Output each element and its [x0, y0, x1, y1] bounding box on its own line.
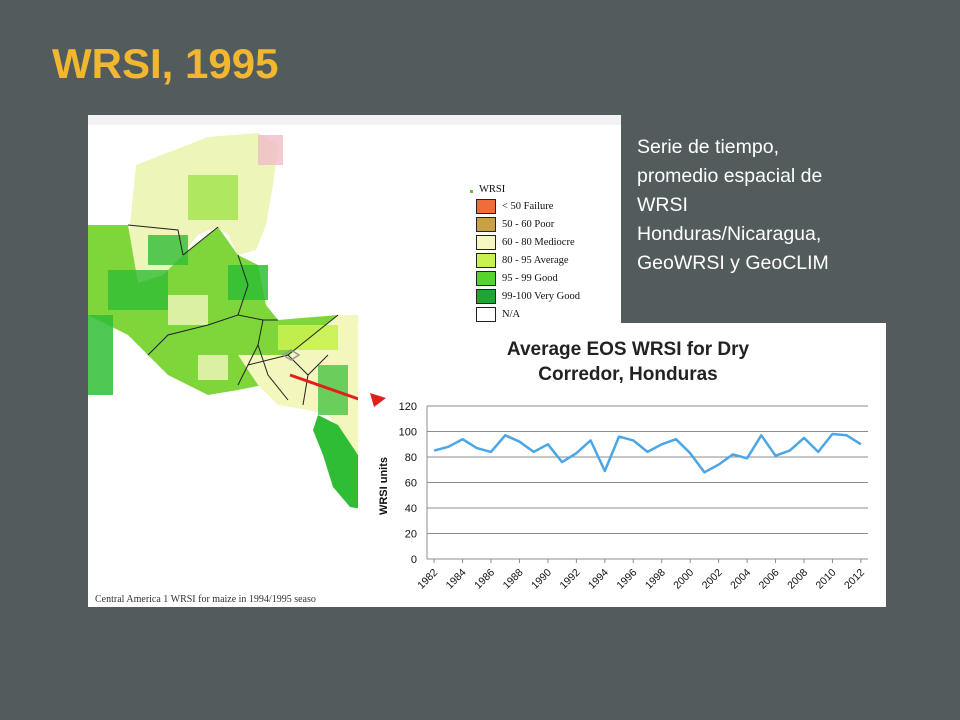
x-tick-label: 2006	[757, 567, 782, 592]
series-line	[433, 432, 862, 474]
legend-item: 50 - 60 Poor	[469, 215, 580, 233]
x-tick-label: 2012	[842, 567, 867, 592]
chart-title-line: Average EOS WRSI for Dry	[506, 339, 750, 360]
x-tick-label: 2000	[671, 567, 696, 592]
arrow-line	[289, 373, 371, 405]
x-tick-label: 1988	[501, 567, 526, 592]
description-line: WRSI	[637, 194, 688, 216]
legend-title-row: WRSI	[469, 183, 580, 197]
legend-item: 99-100 Very Good	[469, 287, 580, 305]
chart-title-line: Corredor, Honduras	[538, 364, 718, 385]
x-tick-label: 1992	[557, 567, 582, 592]
x-tick-label: 1998	[643, 567, 668, 592]
x-tick-label: 1984	[444, 567, 469, 592]
chart-title: Average EOS WRSI for Dry Corredor, Hondu…	[378, 337, 878, 387]
slide-description: Serie de tiempo, promedio espacial de WR…	[637, 133, 947, 278]
legend-item: N/A	[469, 305, 580, 323]
legend-swatch	[476, 270, 496, 286]
y-tick-label: 20	[405, 529, 417, 541]
legend-bullet-icon	[470, 190, 473, 193]
legend-label: 50 - 60 Poor	[502, 218, 555, 230]
legend-item: 60 - 80 Mediocre	[469, 233, 580, 251]
x-tick-label: 2002	[700, 567, 725, 592]
slide-title: WRSI, 1995	[52, 40, 279, 87]
legend-label: 80 - 95 Average	[502, 254, 569, 266]
x-tick-label: 2010	[814, 567, 839, 592]
x-tick-label: 1990	[529, 567, 554, 592]
description-line: Serie de tiempo,	[637, 136, 779, 158]
legend-swatch	[476, 252, 496, 268]
x-tick-label: 1996	[614, 567, 639, 592]
description-line: GeoWRSI y GeoCLIM	[637, 252, 829, 274]
description-line: Honduras/Nicaragua,	[637, 223, 822, 245]
x-tick-label: 1994	[586, 567, 611, 592]
legend-label: < 50 Failure	[502, 200, 554, 212]
legend-item: < 50 Failure	[469, 197, 580, 215]
legend-title: WRSI	[479, 184, 506, 195]
y-tick-label: 120	[399, 401, 417, 413]
legend-swatch	[476, 288, 496, 304]
y-tick-label: 60	[405, 478, 417, 490]
legend-label: 95 - 99 Good	[502, 272, 558, 284]
x-tick-label: 1982	[415, 567, 440, 592]
map-caption: Central America 1 WRSI for maize in 1994…	[95, 594, 316, 605]
legend-swatch	[476, 216, 496, 232]
x-tick-label: 2008	[785, 567, 810, 592]
legend-swatch	[476, 198, 496, 214]
description-line: promedio espacial de	[637, 165, 823, 187]
legend-label: 99-100 Very Good	[502, 290, 580, 302]
legend-label: 60 - 80 Mediocre	[502, 236, 575, 248]
legend-item: 95 - 99 Good	[469, 269, 580, 287]
y-tick-label: 40	[405, 503, 417, 515]
x-tick-label: 1986	[472, 567, 497, 592]
legend-label: N/A	[502, 308, 521, 320]
y-tick-label: 0	[411, 554, 417, 566]
legend-swatch	[476, 306, 496, 322]
legend-swatch	[476, 234, 496, 250]
y-tick-label: 80	[405, 452, 417, 464]
legend-item: 80 - 95 Average	[469, 251, 580, 269]
x-tick-label: 2004	[728, 567, 753, 592]
y-tick-label: 100	[399, 427, 417, 439]
map-legend: WRSI < 50 Failure 50 - 60 Poor 60 - 80 M…	[469, 183, 580, 323]
arrow-tip-icon	[370, 393, 386, 407]
wrsi-chart: Average EOS WRSI for Dry Corredor, Hondu…	[358, 323, 886, 607]
